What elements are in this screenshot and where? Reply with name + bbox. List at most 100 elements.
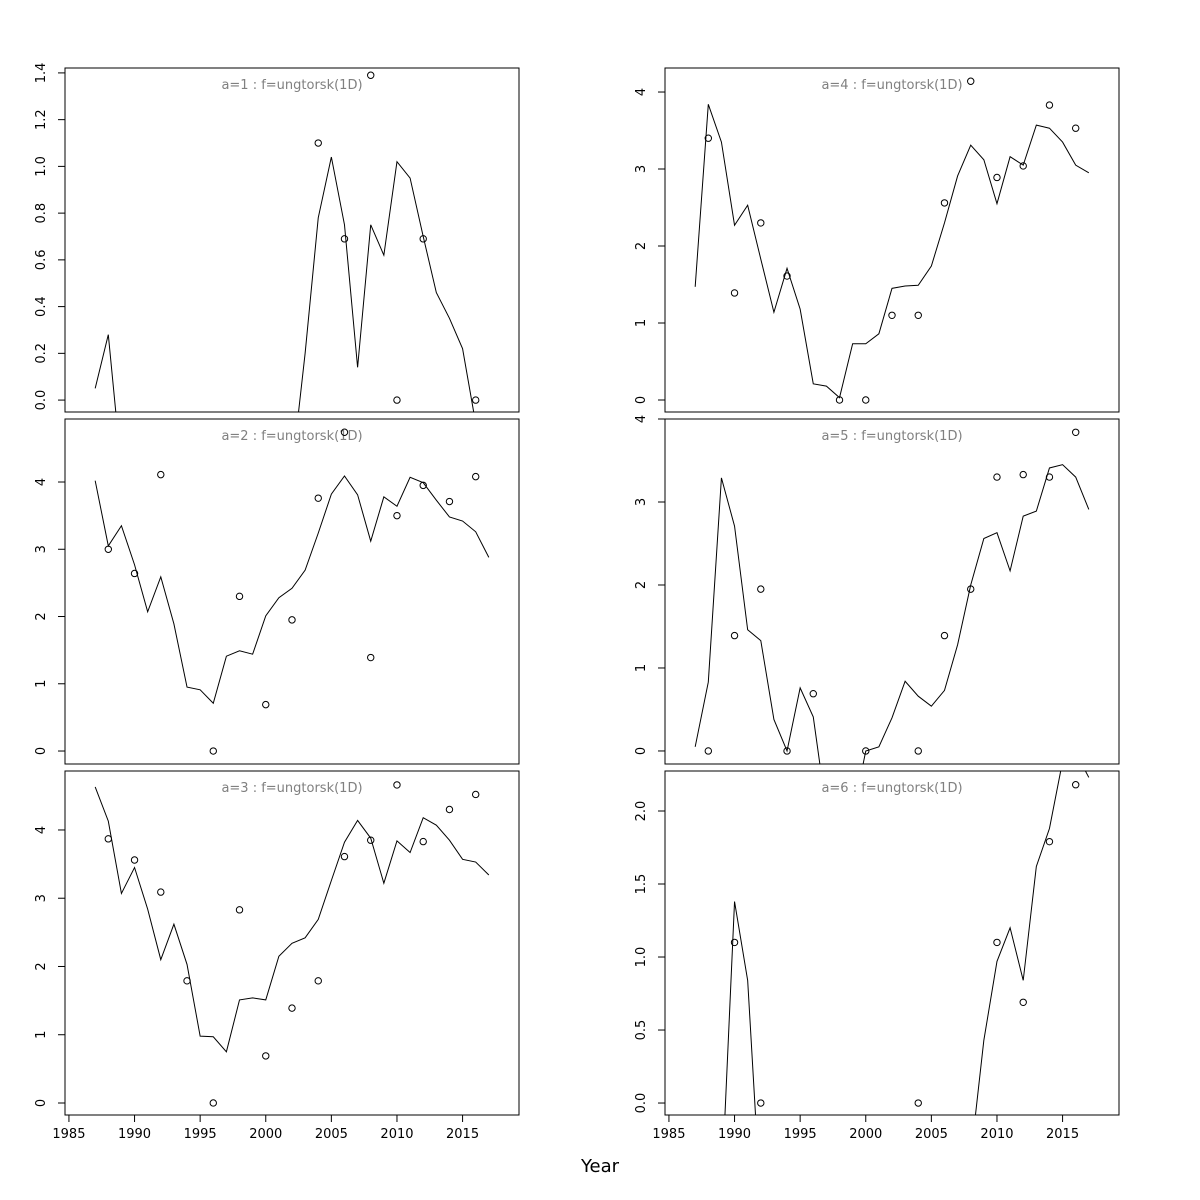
observed-point [235,592,244,601]
panel: a=6 : f=ungtorsk(1D) 0.0 0.5 1.0 1.5 2.0 1985 1… [634,770,1120,1142]
observed-point [1045,101,1054,109]
observed-point [704,747,713,755]
y-tick-label: 1 [634,319,649,327]
y-tick-label: 0 [634,747,649,755]
x-tick-label: 2005 [915,1127,948,1142]
observed-point [835,396,844,404]
observed-point [993,473,1001,481]
observed-point [471,790,480,799]
observed-point [730,631,739,640]
observed-point [367,71,375,79]
plot-area [694,428,1090,764]
x-axis-label: Year [580,1156,620,1177]
observed-point [967,77,975,85]
plot-frame [64,770,520,1116]
observed-point [471,472,480,481]
y-tick-label: 3 [34,894,49,902]
observed-point [757,219,765,227]
y-tick-label: 1.0 [634,947,649,968]
y-tick-label: 1.2 [34,109,49,130]
observed-point [914,747,922,755]
observed-point [393,781,401,789]
plot-area [724,771,1090,1115]
y-tick-label: 1 [34,1031,49,1039]
y-tick-label: 3 [34,545,49,553]
x-tick-label: 1985 [52,1127,85,1142]
observed-point [235,906,244,914]
plot-frame [664,770,1120,1116]
panel: a=1 : f=ungtorsk(1D) 0.0 0.2 0.4 0.6 0.8 1.0 1.… [34,63,520,413]
y-tick-label: 3 [634,165,649,173]
x-tick-label: 1995 [184,1127,217,1142]
fitted-line [724,771,1090,1115]
observed-point [419,837,427,846]
observed-point [993,938,1001,947]
observed-point [940,199,949,207]
observed-point [914,1099,922,1107]
observed-point [419,235,427,243]
observed-point [993,173,1001,182]
observed-point [445,805,454,814]
y-tick-label: 1.5 [634,874,649,895]
y-tick-label: 1 [634,664,649,672]
observed-point [157,888,165,896]
observed-point [1019,470,1027,479]
plot-area [94,71,480,412]
panel: a=5 : f=ungtorsk(1D) 0 1 2 3 4 [634,415,1120,765]
observed-point [314,977,322,985]
y-tick-label: 4 [634,88,649,96]
y-tick-label: 0.8 [34,203,49,224]
y-tick-label: 2 [34,612,49,620]
fitted-line [694,104,1090,399]
panel-title: a=1 : f=ungtorsk(1D) [221,78,362,93]
y-tick-label: 0.0 [634,1093,649,1114]
observed-point [471,396,480,404]
plot-frame [664,67,1120,413]
observed-point [1045,837,1054,846]
x-tick-label: 1990 [718,1127,751,1142]
y-tick-label: 2 [634,242,649,250]
observed-point [288,616,296,624]
observed-point [757,585,765,593]
y-tick-label: 2 [34,962,49,970]
y-tick-label: 1.4 [34,63,49,84]
y-tick-label: 0 [34,747,49,755]
observed-point [940,631,949,640]
observed-point [783,272,791,280]
observed-point [393,396,401,404]
observed-point [1071,428,1080,436]
observed-point [393,511,401,520]
x-tick-label: 1990 [118,1127,151,1142]
plot-frame [64,418,520,765]
observed-point [314,139,322,147]
y-tick-label: 4 [34,826,49,834]
observed-point [445,497,454,506]
y-tick-label: 3 [634,498,649,506]
panel: a=3 : f=ungtorsk(1D) 0 1 2 3 4 1985 1990 1995 200… [34,770,520,1142]
y-tick-label: 0.5 [634,1020,649,1041]
y-tick-label: 1.0 [34,156,49,177]
observed-point [1045,473,1054,481]
observed-point [209,747,217,755]
x-tick-label: 2000 [249,1127,282,1142]
y-tick-label: 0 [34,1099,49,1107]
panel-title: a=6 : f=ungtorsk(1D) [821,781,962,796]
x-tick-label: 2015 [446,1127,479,1142]
observed-point [1019,162,1027,170]
observed-point [914,311,922,319]
observed-point [340,235,349,243]
panel-title: a=2 : f=ungtorsk(1D) [221,429,362,444]
observed-point [730,289,739,297]
observed-point [262,700,270,709]
observed-point [730,938,739,947]
plot-area [94,781,490,1107]
y-tick-label: 0.4 [34,296,49,317]
observed-point [704,134,713,142]
fitted-line [94,786,490,1053]
observed-point [130,856,139,864]
y-tick-label: 0.0 [34,390,49,411]
fitted-line [694,464,1090,764]
y-tick-label: 0 [634,396,649,404]
y-tick-label: 1 [34,680,49,688]
